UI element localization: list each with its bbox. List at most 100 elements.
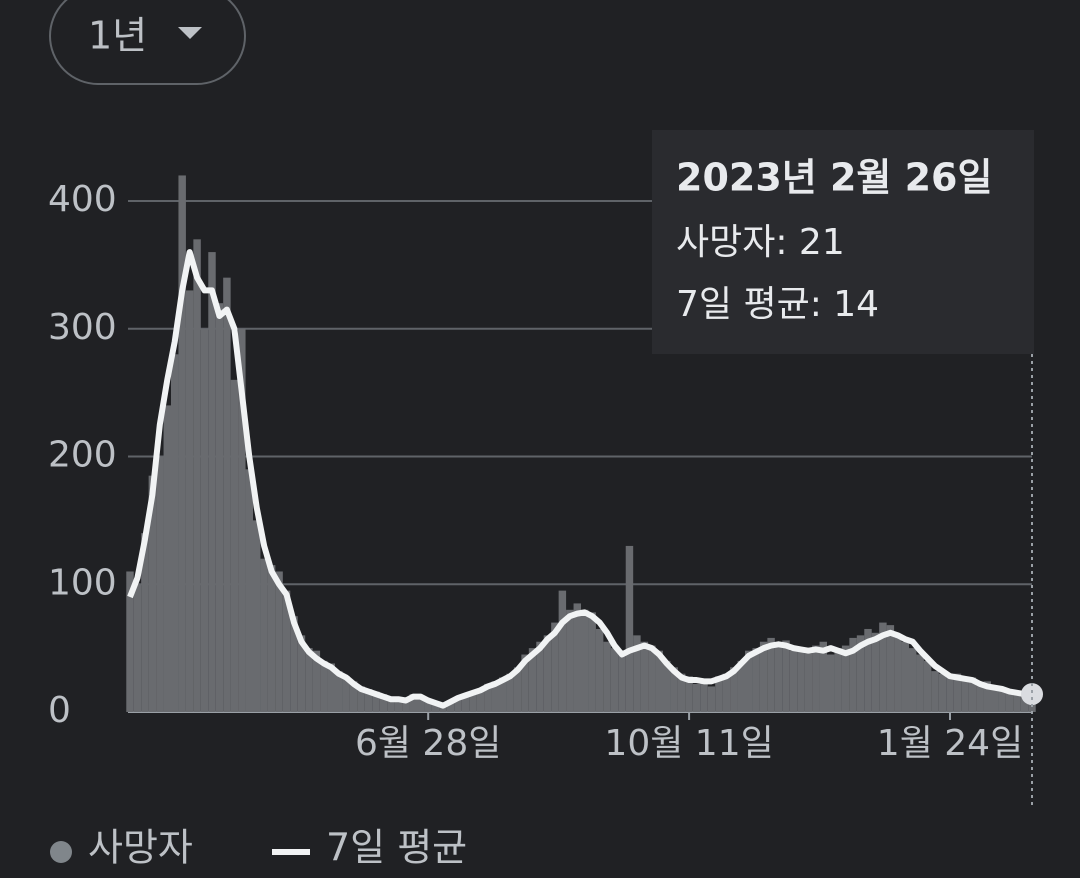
bar xyxy=(595,628,604,712)
bar xyxy=(774,645,783,712)
bar xyxy=(841,645,850,712)
tooltip: 2023년 2월 26일 사망자: 21 7일 평균: 14 xyxy=(652,130,1034,354)
bar xyxy=(759,641,768,712)
bar xyxy=(364,689,373,712)
bar xyxy=(379,694,388,712)
range-button[interactable]: 1년 xyxy=(49,0,246,85)
bar xyxy=(961,680,969,712)
bar xyxy=(431,701,440,712)
bar xyxy=(879,622,887,712)
dropdown-arrow[interactable] xyxy=(178,27,202,39)
y-tick-label: 300 xyxy=(48,307,117,348)
bar xyxy=(163,405,171,712)
bar xyxy=(372,691,380,712)
bar xyxy=(342,676,350,712)
bar xyxy=(335,671,343,712)
y-tick-label: 400 xyxy=(48,179,117,220)
bar xyxy=(923,660,932,712)
bar xyxy=(133,584,142,712)
legend-label: 사망자 xyxy=(88,826,193,870)
bar xyxy=(282,590,291,712)
bar xyxy=(499,677,507,712)
bar xyxy=(737,660,745,712)
legend: 사망자 7일 평균 xyxy=(50,826,467,870)
bar xyxy=(417,695,425,712)
bar xyxy=(193,239,201,712)
bar xyxy=(275,571,283,712)
bar xyxy=(849,637,857,712)
bar xyxy=(573,603,581,712)
tooltip-title: 2023년 2월 26일 xyxy=(676,156,992,200)
bar xyxy=(685,676,693,712)
bar xyxy=(1005,691,1014,712)
bar xyxy=(722,673,731,712)
bar xyxy=(745,650,753,712)
bar xyxy=(409,694,417,712)
bar xyxy=(618,654,626,712)
bar xyxy=(827,654,835,712)
range-button-label[interactable]: 1년 xyxy=(88,14,147,58)
bar xyxy=(126,571,134,712)
bar xyxy=(528,648,537,712)
bar xyxy=(692,683,701,712)
bar xyxy=(215,303,224,712)
bar xyxy=(566,609,574,712)
bar xyxy=(856,635,865,712)
bar xyxy=(185,290,194,712)
bar xyxy=(223,277,231,712)
bar xyxy=(484,683,492,712)
bar xyxy=(260,558,268,712)
bar xyxy=(543,635,552,712)
bar xyxy=(894,635,902,712)
bar xyxy=(886,625,895,712)
bar xyxy=(677,673,686,712)
bar xyxy=(513,667,522,712)
bar xyxy=(767,637,775,712)
bar xyxy=(349,681,358,712)
bar xyxy=(357,686,365,712)
bar xyxy=(931,671,939,712)
bar xyxy=(812,645,820,712)
bar xyxy=(983,681,991,712)
bar xyxy=(782,640,790,712)
hover-point xyxy=(1021,683,1043,706)
average-line xyxy=(127,249,1032,709)
bar xyxy=(715,676,723,712)
plot-area: 0 100 200 300 400 6월 28일 10월 11일 1월 24일 xyxy=(48,175,1043,764)
bar xyxy=(253,520,261,712)
bar xyxy=(938,673,947,712)
bar xyxy=(454,696,462,712)
bar xyxy=(200,328,209,712)
bar xyxy=(305,648,313,712)
bar xyxy=(446,700,455,712)
bar xyxy=(953,673,962,712)
bar xyxy=(625,545,634,712)
bar xyxy=(588,612,596,712)
bar xyxy=(156,456,164,712)
bar xyxy=(655,650,663,712)
bar xyxy=(290,616,298,712)
bar xyxy=(297,635,306,712)
bar xyxy=(402,699,410,712)
bar xyxy=(551,622,559,712)
tooltip-box xyxy=(652,130,1034,354)
bar xyxy=(312,650,321,712)
bar xyxy=(171,354,179,712)
x-tick-label: 1월 24일 xyxy=(877,723,1023,764)
bar xyxy=(946,676,954,712)
bar xyxy=(819,641,827,712)
bar xyxy=(991,686,999,712)
bar xyxy=(752,648,760,712)
bar xyxy=(730,667,738,712)
bar xyxy=(871,632,880,712)
bar xyxy=(394,697,403,712)
range-button-border[interactable] xyxy=(49,0,246,85)
bar xyxy=(267,565,276,712)
bar xyxy=(230,379,239,712)
bar xyxy=(670,667,678,712)
tooltip-row: 사망자: 21 xyxy=(676,222,845,263)
bar xyxy=(663,660,671,712)
bar xyxy=(998,689,1006,712)
